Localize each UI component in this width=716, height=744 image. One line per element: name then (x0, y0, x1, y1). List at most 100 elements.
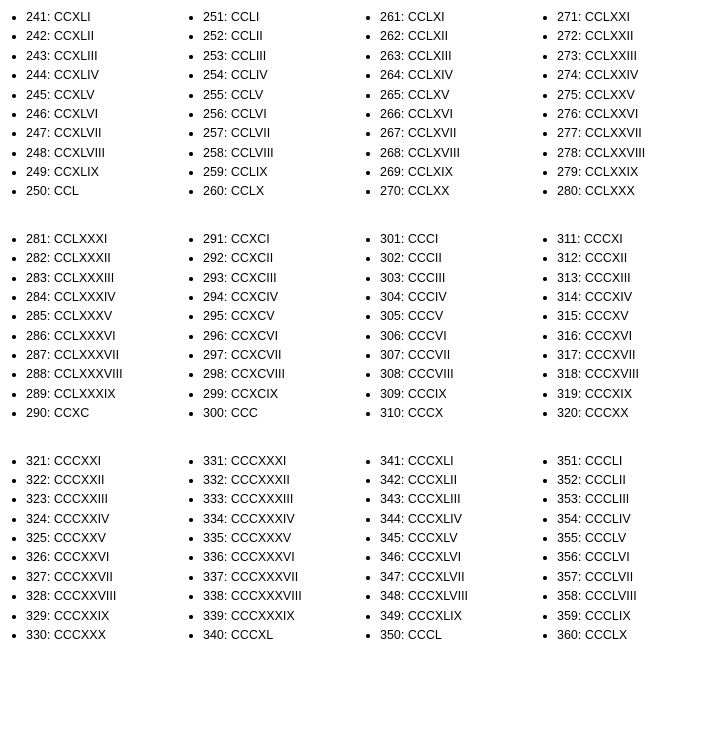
numeral-item: 308: CCCVIII (380, 365, 535, 384)
roman-numeral: CCLXXXIII (54, 271, 114, 285)
grid-column: 251: CCLI252: CCLII253: CCLIII254: CCLIV… (181, 8, 358, 202)
roman-numeral: CCLXV (408, 88, 450, 102)
arabic-number: 306 (380, 329, 401, 343)
numeral-list: 301: CCCI302: CCCII303: CCCIII304: CCCIV… (358, 230, 535, 424)
roman-numeral: CCLXXXVII (54, 348, 119, 362)
numeral-item: 310: CCCX (380, 404, 535, 423)
arabic-number: 320 (557, 406, 578, 420)
arabic-number: 355 (557, 531, 578, 545)
roman-numeral: CCLX (231, 184, 264, 198)
numeral-item: 341: CCCXLI (380, 452, 535, 471)
arabic-number: 333 (203, 492, 224, 506)
numeral-item: 254: CCLIV (203, 66, 358, 85)
roman-numeral: CCXLII (54, 29, 94, 43)
numeral-item: 316: CCCXVI (557, 327, 712, 346)
roman-numeral: CCCXVI (585, 329, 632, 343)
arabic-number: 314 (557, 290, 578, 304)
roman-numeral: CCLXXV (585, 88, 635, 102)
roman-numeral: CCCVI (408, 329, 447, 343)
arabic-number: 275 (557, 88, 578, 102)
roman-numeral: CCCV (408, 309, 443, 323)
numeral-item: 296: CCXCVI (203, 327, 358, 346)
numeral-item: 322: CCCXXII (26, 471, 181, 490)
arabic-number: 305 (380, 309, 401, 323)
arabic-number: 307 (380, 348, 401, 362)
numeral-list: 271: CCLXXI272: CCLXXII273: CCLXXIII274:… (535, 8, 712, 202)
roman-numeral: CCLXXXVI (54, 329, 116, 343)
numeral-item: 270: CCLXX (380, 182, 535, 201)
numeral-item: 276: CCLXXVI (557, 105, 712, 124)
arabic-number: 246 (26, 107, 47, 121)
numeral-item: 297: CCXCVII (203, 346, 358, 365)
arabic-number: 331 (203, 454, 224, 468)
roman-numeral: CCCXXVII (54, 570, 113, 584)
roman-numeral: CCCXIII (585, 271, 631, 285)
arabic-number: 300 (203, 406, 224, 420)
numeral-item: 339: CCCXXXIX (203, 607, 358, 626)
numeral-item: 277: CCLXXVII (557, 124, 712, 143)
grid-column: 301: CCCI302: CCCII303: CCCIII304: CCCIV… (358, 230, 535, 424)
arabic-number: 302 (380, 251, 401, 265)
numeral-item: 264: CCLXIV (380, 66, 535, 85)
arabic-number: 282 (26, 251, 47, 265)
arabic-number: 267 (380, 126, 401, 140)
grid-row: 241: CCXLI242: CCXLII243: CCXLIII244: CC… (4, 8, 712, 202)
grid-column: 291: CCXCI292: CCXCII293: CCXCIII294: CC… (181, 230, 358, 424)
arabic-number: 336 (203, 550, 224, 564)
numeral-item: 329: CCCXXIX (26, 607, 181, 626)
numeral-item: 344: CCCXLIV (380, 510, 535, 529)
roman-numeral: CCLXXIII (585, 49, 637, 63)
numeral-list: 281: CCLXXXI282: CCLXXXII283: CCLXXXIII2… (4, 230, 181, 424)
arabic-number: 354 (557, 512, 578, 526)
numeral-item: 294: CCXCIV (203, 288, 358, 307)
arabic-number: 323 (26, 492, 47, 506)
arabic-number: 321 (26, 454, 47, 468)
grid-column: 241: CCXLI242: CCXLII243: CCXLIII244: CC… (4, 8, 181, 202)
numeral-item: 263: CCLXIII (380, 47, 535, 66)
numeral-item: 325: CCCXXV (26, 529, 181, 548)
arabic-number: 356 (557, 550, 578, 564)
numeral-item: 327: CCCXXVII (26, 568, 181, 587)
numeral-item: 323: CCCXXIII (26, 490, 181, 509)
numeral-item: 326: CCCXXVI (26, 548, 181, 567)
arabic-number: 270 (380, 184, 401, 198)
numeral-item: 284: CCLXXXIV (26, 288, 181, 307)
roman-numeral: CCCXXIV (54, 512, 110, 526)
arabic-number: 285 (26, 309, 47, 323)
roman-numeral: CCLVI (231, 107, 267, 121)
numeral-item: 357: CCCLVII (557, 568, 712, 587)
roman-numeral: CCXLIX (54, 165, 99, 179)
roman-numeral: CCCXXXV (231, 531, 291, 545)
numeral-item: 351: CCCLI (557, 452, 712, 471)
arabic-number: 309 (380, 387, 401, 401)
numeral-item: 289: CCLXXXIX (26, 385, 181, 404)
numeral-list: 311: CCCXI312: CCCXII313: CCCXIII314: CC… (535, 230, 712, 424)
numeral-item: 290: CCXC (26, 404, 181, 423)
numeral-item: 345: CCCXLV (380, 529, 535, 548)
arabic-number: 247 (26, 126, 47, 140)
roman-numeral: CCLIII (231, 49, 266, 63)
numeral-item: 286: CCLXXXVI (26, 327, 181, 346)
numeral-item: 328: CCCXXVIII (26, 587, 181, 606)
arabic-number: 344 (380, 512, 401, 526)
roman-numeral: CCL (54, 184, 79, 198)
roman-numeral: CCCXI (584, 232, 623, 246)
numeral-item: 269: CCLXIX (380, 163, 535, 182)
roman-numeral: CCLXIV (408, 68, 453, 82)
arabic-number: 351 (557, 454, 578, 468)
arabic-number: 262 (380, 29, 401, 43)
arabic-number: 256 (203, 107, 224, 121)
arabic-number: 359 (557, 609, 578, 623)
roman-numeral: CCXCII (231, 251, 273, 265)
numeral-item: 262: CCLXII (380, 27, 535, 46)
numeral-list: 251: CCLI252: CCLII253: CCLIII254: CCLIV… (181, 8, 358, 202)
roman-numeral: CCXLV (54, 88, 95, 102)
roman-numeral: CCCXVII (585, 348, 636, 362)
arabic-number: 244 (26, 68, 47, 82)
numeral-item: 261: CCLXI (380, 8, 535, 27)
numeral-item: 352: CCCLII (557, 471, 712, 490)
arabic-number: 312 (557, 251, 578, 265)
numeral-item: 347: CCCXLVII (380, 568, 535, 587)
arabic-number: 251 (203, 10, 224, 24)
numeral-item: 265: CCLXV (380, 86, 535, 105)
